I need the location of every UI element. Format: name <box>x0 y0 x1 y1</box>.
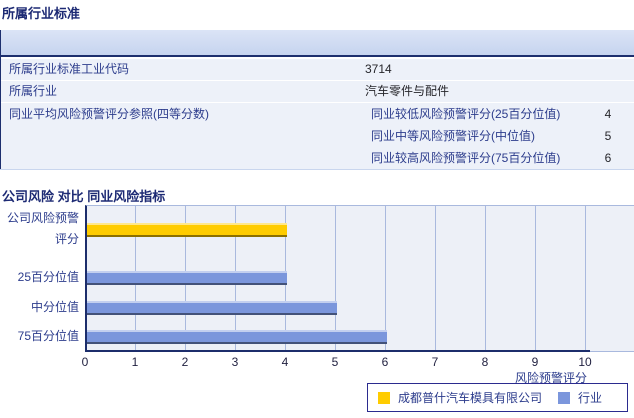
section-title-industry-standard: 所属行业标准 <box>2 6 81 21</box>
row-label: 所属行业 <box>9 84 58 98</box>
legend-swatch-industry <box>558 391 571 404</box>
y-axis-label-p25: 25百分位值 <box>17 270 79 284</box>
y-axis-label-company-score: 公司风险预警评分 <box>6 211 79 246</box>
y-axis-label-median: 中分位值 <box>30 300 79 314</box>
chart-plot-area <box>85 205 634 352</box>
gridline <box>585 206 586 351</box>
x-tick-label: 9 <box>531 355 539 369</box>
subrow-value: 4 <box>604 107 612 121</box>
x-tick-label: 3 <box>231 355 239 369</box>
gridline <box>385 206 386 351</box>
table-row-peer-average: 同业平均风险预警评分参照(四等分数) 同业较低风险预警评分(25百分位值) 4 … <box>1 103 634 169</box>
x-tick-label: 5 <box>331 355 339 369</box>
legend-swatch-company <box>378 391 390 404</box>
gridline <box>485 206 486 351</box>
subrow-label: 同业较低风险预警评分(25百分位值) <box>371 107 561 121</box>
table-subrow-p75: 同业较高风险预警评分(75百分位值) 6 <box>1 147 634 169</box>
table-header-bar <box>0 30 634 57</box>
table-row-industry: 所属行业 汽车零件与配件 <box>1 81 634 102</box>
x-tick-label: 1 <box>131 355 139 369</box>
row-label: 同业平均风险预警评分参照(四等分数) <box>9 107 209 121</box>
bar-company-risk-score <box>87 223 287 237</box>
x-tick-label: 7 <box>431 355 439 369</box>
row-label: 所属行业标准工业代码 <box>9 62 130 76</box>
x-tick-label: 0 <box>81 355 89 369</box>
bar-25th-percentile <box>87 271 287 285</box>
table-bottom-border <box>0 169 634 170</box>
gridline <box>535 206 536 351</box>
x-tick-label: 4 <box>281 355 289 369</box>
subrow-value: 6 <box>604 151 612 165</box>
gridline <box>435 206 436 351</box>
subrow-label: 同业较高风险预警评分(75百分位值) <box>371 151 561 165</box>
x-axis-ticks: 0 1 2 3 4 5 6 7 8 9 10 <box>82 355 634 369</box>
legend-label-industry: 行业 <box>578 391 603 405</box>
legend-label-company: 成都普什汽车模具有限公司 <box>398 391 543 405</box>
table-left-border <box>0 30 1 170</box>
bar-75th-percentile <box>87 330 387 344</box>
subrow-label: 同业中等风险预警评分(中位值) <box>371 129 535 143</box>
section-title-risk-comparison: 公司风险 对比 同业风险指标 <box>2 189 166 204</box>
table-row-industry-code: 所属行业标准工业代码 3714 <box>1 59 634 80</box>
row-value: 汽车零件与配件 <box>365 84 450 98</box>
subrow-value: 5 <box>604 129 612 143</box>
row-value: 3714 <box>365 62 392 76</box>
x-axis-title: 风险预警评分 <box>514 371 587 385</box>
bar-median <box>87 301 337 315</box>
x-tick-label: 6 <box>381 355 389 369</box>
x-tick-label: 2 <box>181 355 189 369</box>
table-subrow-p25: 同业较低风险预警评分(25百分位值) 4 <box>1 103 634 125</box>
x-axis-line <box>85 350 590 352</box>
table-subrow-median: 同业中等风险预警评分(中位值) 5 <box>1 125 634 147</box>
chart-legend: 成都普什汽车模具有限公司 行业 <box>367 383 628 412</box>
x-tick-label: 10 <box>578 355 592 369</box>
gridline <box>335 206 336 351</box>
x-tick-label: 8 <box>481 355 489 369</box>
y-axis-label-p75: 75百分位值 <box>17 329 79 343</box>
